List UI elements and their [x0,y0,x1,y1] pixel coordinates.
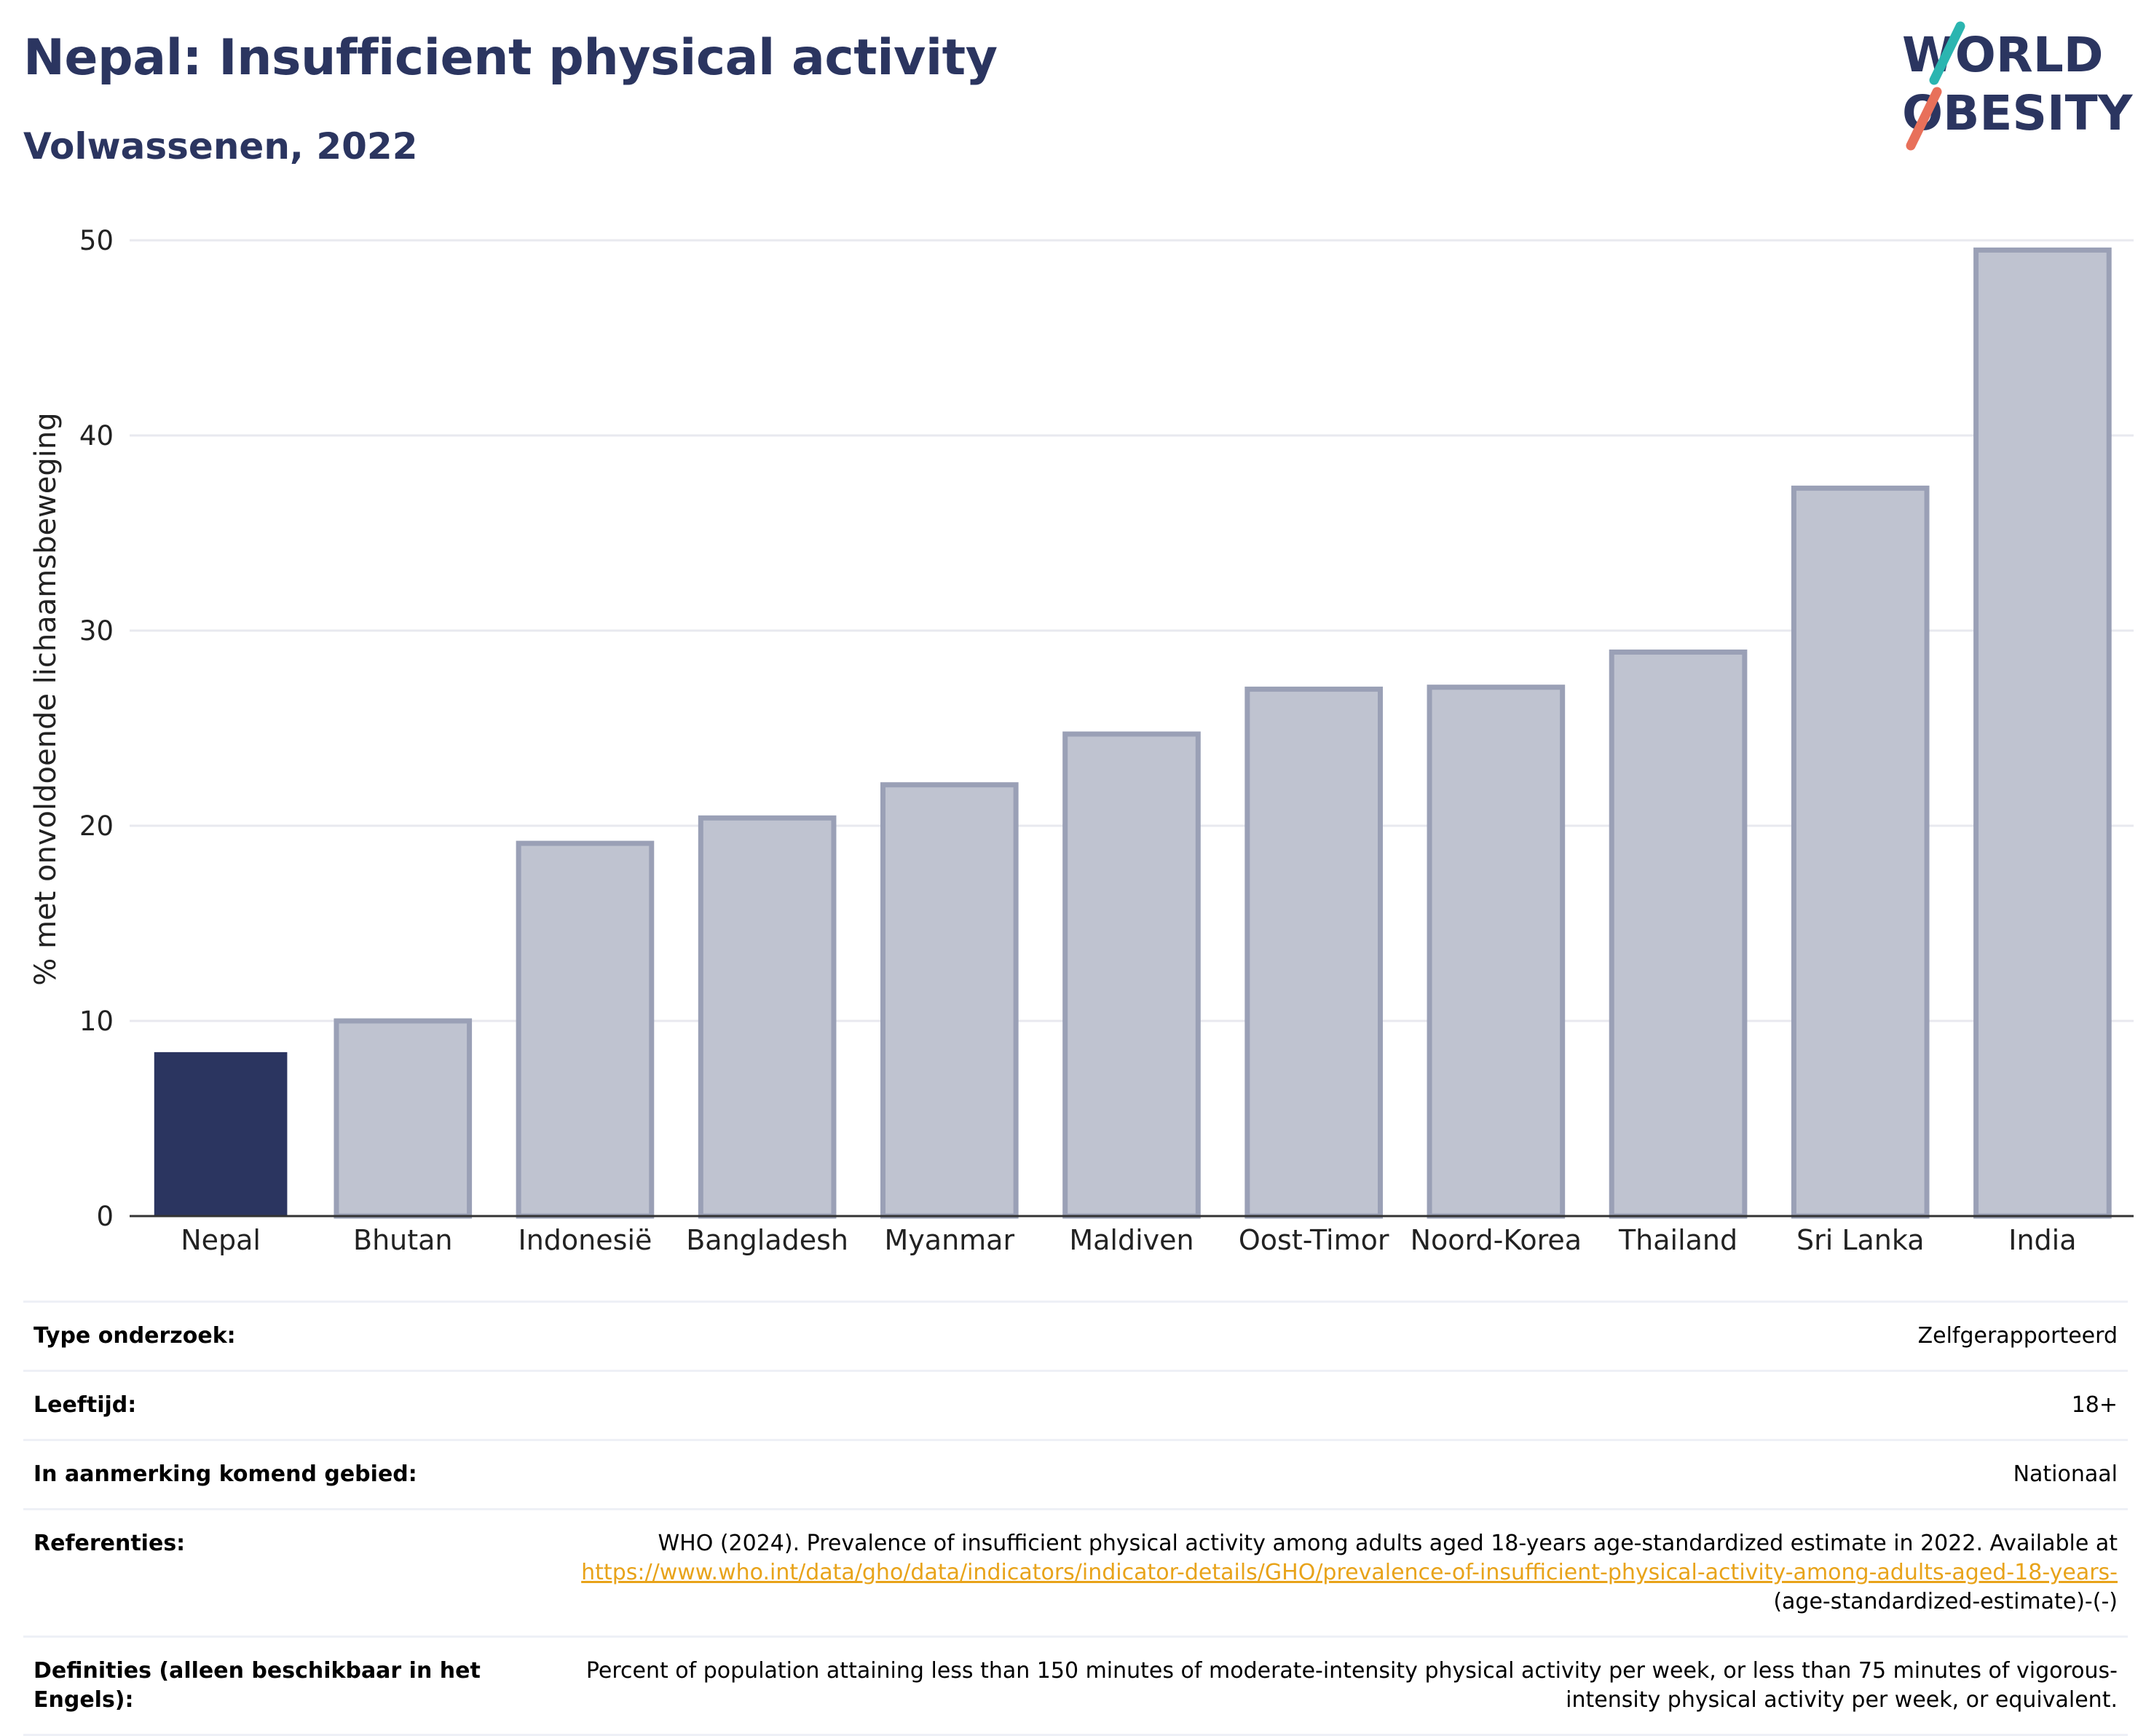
x-tick-label: Thailand [1618,1224,1737,1256]
meta-row-age: Leeftijd: 18+ [23,1372,2128,1441]
x-tick-label: Maldiven [1069,1224,1194,1256]
x-tick-label: Nepal [181,1224,261,1256]
logo-slash-teal [1929,21,1965,85]
meta-value: Zelfgerapporteerd [1917,1323,2118,1349]
bar-indonesi- [516,840,655,1219]
x-tick-label: Bangladesh [686,1224,848,1256]
y-tick-label: 50 [79,225,114,256]
references-text: WHO (2024). Prevalence of insufficient p… [658,1531,2118,1556]
y-axis-label: % met onvoldoende lichaamsbeweging [29,412,63,985]
meta-row-definitions: Definities (alleen beschikbaar in het En… [23,1638,2128,1736]
y-tick-label: 20 [79,810,114,842]
bar-noord-korea [1427,684,1566,1219]
meta-key: Type onderzoek: [33,1323,236,1349]
bar-myanmar [880,782,1019,1219]
bar-bangladesh [698,815,837,1219]
bar-india [1973,247,2112,1219]
logo-slash-coral [1906,87,1942,151]
bar-layer [154,247,2112,1219]
bar-thailand [1609,649,1748,1219]
bar-sri-lanka [1791,485,1930,1219]
label-layer: 0 10 20 30 40 50 Nepal Bhutan Indonesië Banglades… [79,225,2077,1256]
references-suffix: (age-standardized-estimate)-(-) [1773,1589,2118,1614]
bar-maldiven [1062,731,1201,1219]
meta-key: Definities (alleen beschikbaar in het En… [33,1658,481,1713]
references-value: WHO (2024). Prevalence of insufficient p… [552,1529,2118,1617]
meta-value: Nationaal [2013,1461,2118,1487]
x-tick-label: Noord-Korea [1411,1224,1582,1256]
meta-row-area: In aanmerking komend gebied: Nationaal [23,1441,2128,1510]
bar-bhutan [334,1018,473,1219]
x-tick-label: Myanmar [885,1224,1015,1256]
meta-table: Type onderzoek: Zelfgerapporteerd Leefti… [23,1301,2128,1736]
meta-key: Leeftijd: [33,1392,137,1418]
y-tick-label: 30 [79,615,114,647]
meta-value: Percent of population attaining less tha… [585,1658,2118,1713]
y-tick-label: 40 [79,420,114,451]
x-tick-label: Indonesië [518,1224,652,1256]
meta-row-references: Referenties: WHO (2024). Prevalence of i… [23,1510,2128,1638]
meta-key: In aanmerking komend gebied: [33,1461,417,1487]
bar-nepal [154,1052,288,1216]
bar-oost-timor [1244,686,1383,1219]
bar-chart: 0 10 20 30 40 50 Nepal Bhutan Indonesië Banglades… [29,225,2134,1256]
x-tick-label: Bhutan [353,1224,453,1256]
x-tick-label: Oost-Timor [1239,1224,1389,1256]
meta-value: 18+ [2071,1392,2118,1418]
page-subtitle: Volwassenen, 2022 [23,125,418,167]
world-obesity-logo: WORLD OBESITY [1902,21,2134,151]
meta-row-survey-type: Type onderzoek: Zelfgerapporteerd [23,1303,2128,1372]
x-tick-label: Sri Lanka [1796,1224,1925,1256]
page-title: Nepal: Insufficient physical activity [23,29,998,87]
y-tick-label: 10 [79,1006,114,1037]
x-tick-label: India [2008,1224,2076,1256]
meta-key: Referenties: [33,1531,186,1556]
y-tick-label: 0 [96,1201,114,1232]
references-link[interactable]: https://www.who.int/data/gho/data/indica… [581,1560,2118,1585]
